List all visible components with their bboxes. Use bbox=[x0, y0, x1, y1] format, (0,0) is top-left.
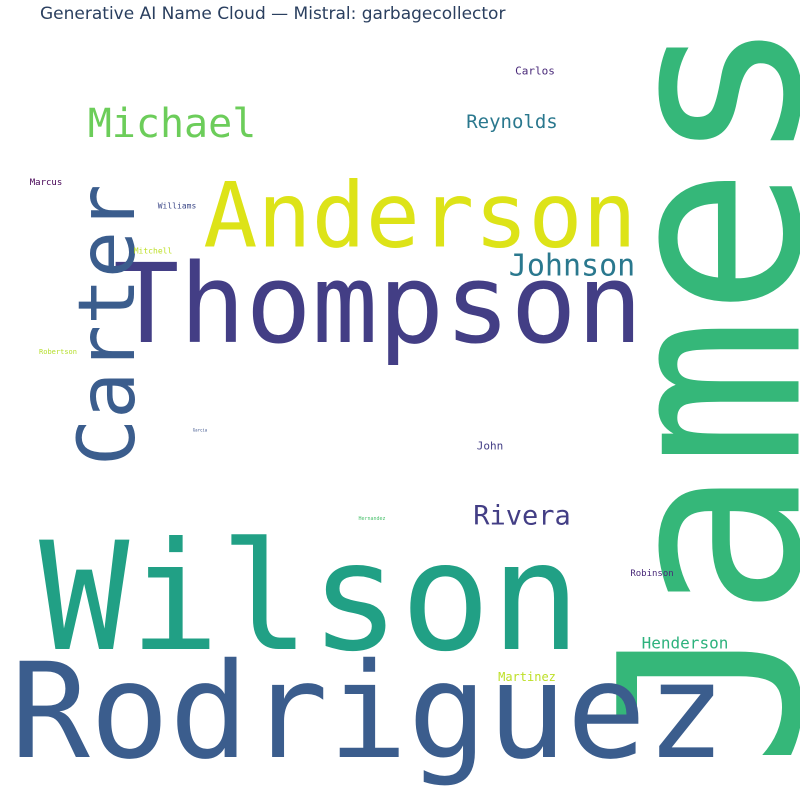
word-thompson: Thompson bbox=[113, 240, 643, 368]
word-marcus: Marcus bbox=[30, 178, 63, 188]
word-garcia: Garcia bbox=[193, 428, 208, 433]
word-johnson: Johnson bbox=[509, 249, 635, 284]
word-reynolds: Reynolds bbox=[466, 111, 558, 133]
word-rodriguez: Rodriguez bbox=[10, 635, 725, 789]
word-wilson: Wilson bbox=[39, 511, 581, 685]
word-williams: Williams bbox=[158, 202, 197, 211]
word-carlos: Carlos bbox=[515, 65, 555, 78]
word-rivera: Rivera bbox=[473, 501, 571, 532]
word-hernandez: Hernandez bbox=[358, 516, 385, 522]
word-carter: Carter bbox=[63, 184, 153, 466]
word-michael: Michael bbox=[88, 101, 257, 147]
chart-title: Generative AI Name Cloud — Mistral: garb… bbox=[40, 4, 506, 24]
word-mitchell: Mitchell bbox=[134, 247, 173, 256]
word-martinez: Martinez bbox=[498, 670, 556, 684]
word-henderson: Henderson bbox=[642, 634, 729, 653]
word-robinson: Robinson bbox=[630, 569, 673, 579]
word-robertson: Robertson bbox=[39, 348, 77, 356]
word-anderson: Anderson bbox=[203, 164, 636, 269]
word-john: John bbox=[477, 440, 504, 453]
word-james: James bbox=[567, 16, 800, 769]
